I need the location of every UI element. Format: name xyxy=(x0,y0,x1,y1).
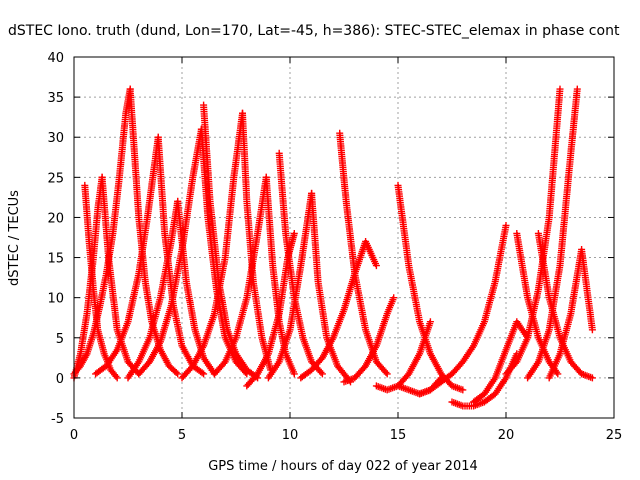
data-point xyxy=(200,370,208,378)
series-28 xyxy=(448,350,521,410)
data-point xyxy=(172,369,180,376)
data-point xyxy=(318,370,326,378)
series-22 xyxy=(336,129,391,378)
series-27 xyxy=(416,222,510,398)
series-24 xyxy=(394,181,467,394)
data-point xyxy=(112,372,120,380)
data-point xyxy=(290,230,298,237)
data-point xyxy=(372,262,380,270)
y-axis-label: dSTEC / TECUs xyxy=(7,190,22,286)
data-point xyxy=(588,374,596,382)
plot-frame xyxy=(73,56,615,419)
series-21 xyxy=(297,238,380,382)
series-23 xyxy=(340,294,398,386)
y-tick-label: -5 xyxy=(51,412,64,427)
y-tick-label: 15 xyxy=(47,252,64,267)
chart-marks xyxy=(70,85,596,410)
data-point xyxy=(174,370,182,378)
chart-title: dSTEC Iono. truth (dund, Lon=170, Lat=-4… xyxy=(8,23,620,39)
y-tick-label: 5 xyxy=(56,332,64,347)
data-point xyxy=(502,222,510,229)
data-point xyxy=(383,370,391,378)
y-tick-label: 10 xyxy=(47,292,64,307)
chart-grid xyxy=(74,57,614,418)
data-point xyxy=(317,368,325,376)
data-point xyxy=(390,294,398,302)
data-point xyxy=(556,85,564,93)
y-tick-label: 25 xyxy=(47,171,64,186)
x-tick-label: 20 xyxy=(498,428,515,443)
y-tick-label: 40 xyxy=(47,51,64,66)
data-point xyxy=(554,370,562,378)
series-13 xyxy=(178,109,246,382)
series-17 xyxy=(243,230,298,390)
data-point xyxy=(198,369,206,377)
series-10 xyxy=(135,125,205,378)
x-tick-label: 10 xyxy=(282,428,299,443)
x-axis-label: GPS time / hours of day 022 of year 2014 xyxy=(208,459,478,474)
x-tick-label: 0 xyxy=(70,428,78,443)
series-6 xyxy=(92,133,162,378)
data-point xyxy=(290,370,298,378)
series-34 xyxy=(545,246,596,382)
y-tick-label: 20 xyxy=(47,211,64,226)
series-32 xyxy=(524,85,581,382)
x-tick-label: 5 xyxy=(178,428,186,443)
data-point xyxy=(573,85,581,93)
chart-axes: 0 5 10 15 20 25 -5 0 5 10 15 20 25 30 35 40 xyxy=(47,51,622,443)
series-14 xyxy=(239,109,275,374)
data-point xyxy=(382,368,390,376)
data-point xyxy=(459,386,467,394)
y-tick-label: 35 xyxy=(47,91,64,106)
data-point xyxy=(113,374,121,382)
x-tick-label: 25 xyxy=(606,428,623,443)
data-point xyxy=(588,326,596,334)
data-point xyxy=(426,318,434,326)
x-tick-label: 15 xyxy=(390,428,407,443)
y-tick-label: 0 xyxy=(56,372,64,387)
y-tick-label: 30 xyxy=(47,131,64,146)
